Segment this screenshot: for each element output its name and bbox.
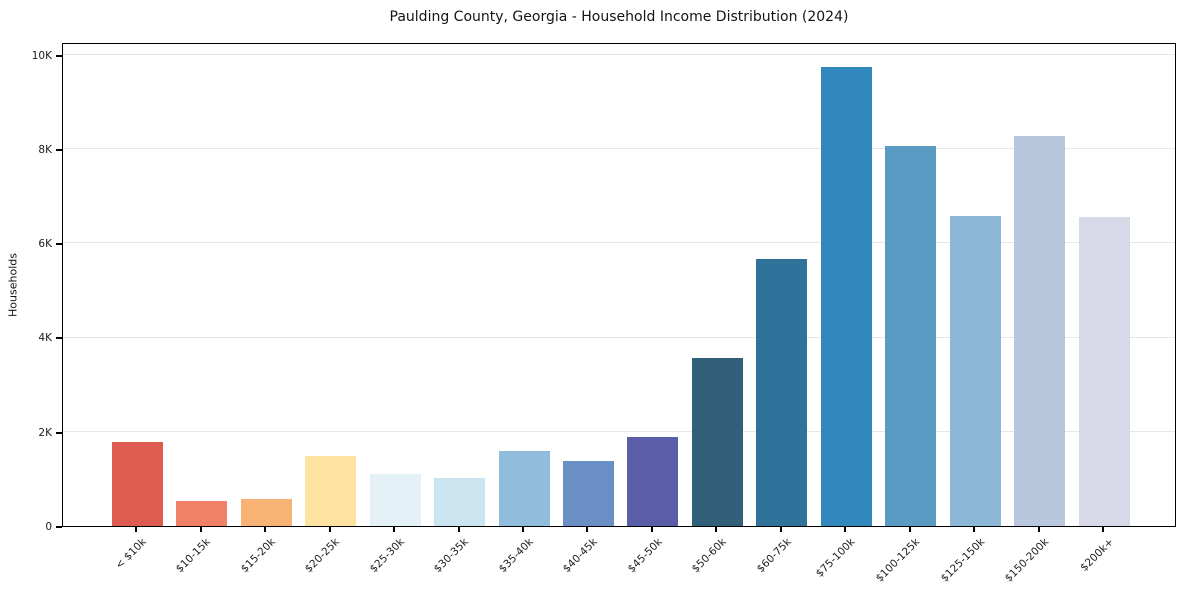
x-tick-mark — [522, 527, 525, 532]
bar-$45-50k — [627, 437, 679, 526]
x-tick-mark — [264, 527, 267, 532]
x-tick-mark — [199, 527, 202, 532]
x-tick-mark — [328, 527, 331, 532]
y-tick-label: 8K — [38, 143, 52, 156]
bar-$200k+ — [1078, 216, 1130, 526]
bar-$50-60k — [691, 358, 743, 526]
x-tick-mark — [457, 527, 460, 532]
x-tick-mark — [715, 527, 718, 532]
chart-title: Paulding County, Georgia - Household Inc… — [389, 9, 849, 25]
y-tick-label: 6K — [38, 238, 52, 251]
bar-$60-75k — [756, 259, 808, 526]
x-tick-mark — [908, 527, 911, 532]
x-tick-mark — [1037, 527, 1040, 532]
x-tick-mark — [650, 527, 653, 532]
bar-$35-40k — [498, 450, 550, 526]
x-tick-mark — [973, 527, 976, 532]
bar-< $10k — [111, 441, 163, 526]
y-tick-mark — [56, 431, 62, 434]
bar-$15-20k — [240, 499, 292, 526]
y-tick-label: 4K — [38, 332, 52, 345]
y-tick-label: 0 — [45, 521, 52, 533]
x-tick-mark — [844, 527, 847, 532]
plot-area — [62, 43, 1176, 527]
bar-$20-25k — [305, 456, 357, 526]
bar-$25-30k — [369, 474, 421, 526]
gridline — [63, 147, 1175, 149]
y-tick-mark — [56, 148, 62, 151]
y-tick-label: 2K — [38, 426, 52, 439]
bar-$125-150k — [949, 215, 1001, 526]
bar-$100-125k — [885, 145, 937, 526]
x-tick-mark — [1102, 527, 1105, 532]
bar-$30-35k — [434, 478, 486, 526]
y-axis-label: Households — [6, 253, 20, 317]
y-tick-mark — [56, 243, 62, 246]
x-tick-mark — [586, 527, 589, 532]
y-tick-mark — [56, 337, 62, 340]
y-tick-mark — [56, 526, 62, 528]
gridline — [63, 430, 1175, 432]
bar-$75-100k — [820, 66, 872, 526]
x-tick-mark — [393, 527, 396, 532]
y-tick-label: 10K — [31, 49, 52, 62]
gridline — [63, 242, 1175, 244]
x-tick-mark — [779, 527, 782, 532]
x-tick-mark — [135, 527, 138, 532]
y-tick-mark — [56, 54, 62, 57]
bar-$40-45k — [562, 461, 614, 526]
gridline — [63, 53, 1175, 55]
gridline — [63, 336, 1175, 338]
bar-$10-15k — [176, 500, 228, 526]
bar-$150-200k — [1014, 136, 1066, 526]
